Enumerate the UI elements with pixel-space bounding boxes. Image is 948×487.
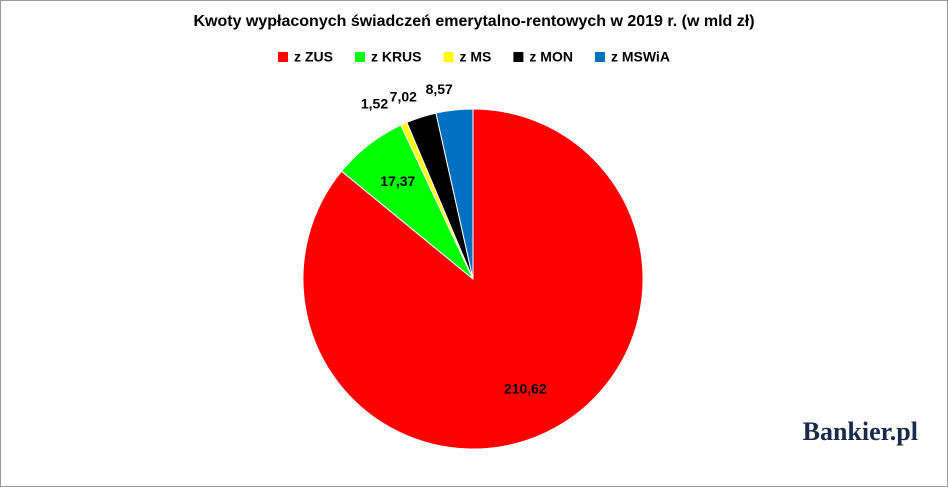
legend-label: z MSWiA xyxy=(611,49,670,65)
value-label: 1,52 xyxy=(361,96,388,112)
chart-title: Kwoty wypłaconych świadczeń emerytalno-r… xyxy=(193,13,754,30)
pie-slice xyxy=(302,108,644,450)
pie-slice xyxy=(435,108,474,280)
legend-label: z MON xyxy=(529,49,573,65)
legend-swatch xyxy=(513,52,524,62)
value-label: 7,02 xyxy=(390,88,417,104)
legend-label: z MS xyxy=(460,49,492,65)
legend-swatch xyxy=(443,52,454,62)
legend-label: z ZUS xyxy=(294,49,333,65)
value-label: 210,62 xyxy=(504,380,547,396)
value-label: 17,37 xyxy=(380,173,415,189)
legend-swatch xyxy=(278,52,289,62)
legend-label: z KRUS xyxy=(371,49,422,65)
legend-swatch xyxy=(354,52,365,62)
legend-swatch xyxy=(594,52,605,62)
watermark: Bankier.pl xyxy=(803,417,918,446)
value-label: 8,57 xyxy=(426,81,453,97)
